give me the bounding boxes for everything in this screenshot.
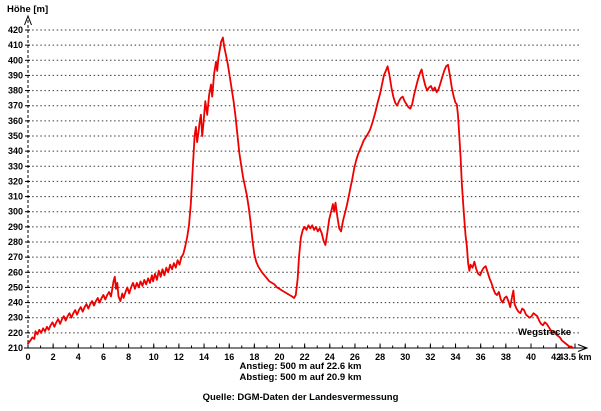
x-axis-arrow-icon	[577, 344, 589, 352]
y-tick-label: 310	[8, 192, 23, 202]
x-tick-label: 14	[199, 352, 209, 362]
y-tick-label: 390	[8, 70, 23, 80]
x-tick-label: 42	[551, 352, 561, 362]
x-tick-label: 36	[476, 352, 486, 362]
x-tick-label: 28	[375, 352, 385, 362]
y-tick-label: 240	[8, 298, 23, 308]
y-tick-label: 220	[8, 328, 23, 338]
x-tick-label: 24	[325, 352, 335, 362]
y-tick-label: 270	[8, 252, 23, 262]
y-tick-label: 420	[8, 25, 23, 35]
y-tick-label: 210	[8, 343, 23, 353]
x-tick-label: 30	[400, 352, 410, 362]
y-tick-label: 250	[8, 282, 23, 292]
x-tick-label: 6	[101, 352, 106, 362]
y-tick-label: 260	[8, 267, 23, 277]
y-tick-label: 360	[8, 116, 23, 126]
y-tick-label: 410	[8, 40, 23, 50]
source-caption: Quelle: DGM-Daten der Landesvermessung	[202, 392, 399, 403]
x-tick-label: 22	[300, 352, 310, 362]
x-tick-label: 34	[451, 352, 461, 362]
footer-summary: Anstieg: 500 m auf 22.6 km Abstieg: 500 …	[0, 361, 601, 383]
elevation-line	[27, 36, 574, 349]
y-tick-label: 400	[8, 55, 23, 65]
x-tick-label: 18	[249, 352, 259, 362]
y-tick-label: 290	[8, 222, 23, 232]
y-tick-label: 370	[8, 101, 23, 111]
y-tick-label: 330	[8, 161, 23, 171]
y-tick-label: 300	[8, 207, 23, 217]
y-tick-label: 320	[8, 176, 23, 186]
y-axis-arrow-icon	[24, 14, 32, 26]
x-tick-label: 10	[149, 352, 159, 362]
y-tick-label: 380	[8, 86, 23, 96]
x-tick-label: 2	[51, 352, 56, 362]
x-tick-label: 32	[425, 352, 435, 362]
x-tick-label: 16	[224, 352, 234, 362]
y-tick-label: 340	[8, 146, 23, 156]
descent-summary: Abstieg: 500 m auf 20.9 km	[239, 372, 362, 383]
x-tick-label: 38	[501, 352, 511, 362]
x-tick-label: 20	[274, 352, 284, 362]
y-axis-title: Höhe [m]	[7, 4, 49, 15]
x-tick-label: 0	[25, 352, 30, 362]
x-tick-label: 4	[76, 352, 81, 362]
x-tick-label: 8	[126, 352, 131, 362]
y-tick-label: 230	[8, 313, 23, 323]
x-tick-label: 40	[526, 352, 536, 362]
x-tick-label: 12	[174, 352, 184, 362]
y-tick-label: 280	[8, 237, 23, 247]
x-tick-label: 26	[350, 352, 360, 362]
x-axis-title: Wegstrecke	[518, 327, 572, 338]
ascent-summary: Anstieg: 500 m auf 22.6 km	[239, 361, 362, 372]
x-tick-label: 43.5 km	[558, 352, 591, 362]
y-tick-label: 350	[8, 131, 23, 141]
